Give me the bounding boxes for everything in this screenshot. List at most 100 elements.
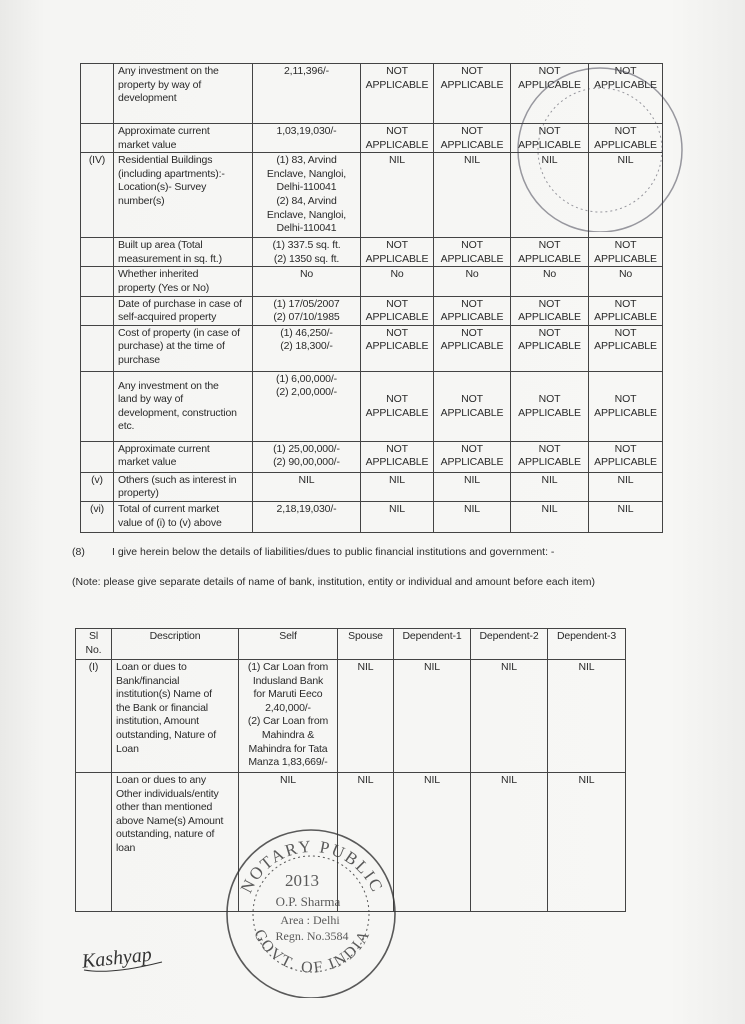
description-cell: Whether inherited property (Yes or No) [113,266,253,297]
header-row: Sl No. Description Self Spouse Dependent-1 Dep… [75,628,626,660]
self-cell: (1) 337.5 sq. ft. (2) 1350 sq. ft. [252,237,361,268]
self-cell: NIL [238,772,338,912]
cell-line: Mahindra for Tata [248,742,328,755]
cell-line: Self [279,630,297,642]
table-row: (v) Others (such as interest in property) N… [80,471,663,502]
cell-line: Dependent-1 [402,630,462,642]
cell-line: land by way of [118,393,184,406]
cell-line: 2,18,19,030/- [276,502,337,515]
description-cell: Any investment on the property by way of d… [113,63,253,124]
cell-line: Any investment on the [118,379,219,392]
cell-line: APPLICABLE [440,78,504,91]
description-cell: Approximate current market value [113,440,253,473]
dependent-2-cell: NOT APPLICABLE [510,324,589,372]
dependent-1-header: Dependent-1 [393,628,471,660]
cell-line: APPLICABLE [365,406,429,419]
cell-line: (1) 25,00,000/- [273,442,340,455]
cell-line: Enclave, Nangloi, [266,167,347,180]
dependent-2-cell: NIL [510,471,589,502]
cell-line: No [542,268,557,281]
cell-line: APPLICABLE [518,138,581,151]
cell-line: Spouse [348,630,383,642]
cell-line: value of (i) to (v) above [118,516,222,529]
cell-line: NIL [578,774,595,786]
cell-line: APPLICABLE [440,456,504,469]
cell-line: purchase [118,353,160,366]
cell-line: NOT [538,125,561,137]
spouse-cell: NIL [360,471,434,502]
cell-line: above Name(s) Amount [116,814,224,827]
self-cell: 2,11,396/- [252,63,361,124]
dependent-3-cell: NOT APPLICABLE [588,237,663,268]
cell-line: (2) 18,300/- [280,340,333,353]
cell-line: Bank/financial [116,674,180,687]
cell-line: (1) 46,250/- [280,326,333,339]
cell-line: No. [85,643,102,656]
cell-line: outstanding, Nature of [116,728,217,741]
description-cell: Built up area (Total measurement in sq. f… [113,237,253,268]
dependent-1-cell: NOT APPLICABLE [433,237,511,268]
cell-line: APPLICABLE [518,311,581,324]
cell-line: No [618,268,633,281]
dependent-1-cell: NIL [433,471,511,502]
spouse-cell: NOT APPLICABLE [360,324,434,372]
table-row: Any investment on the property by way of d… [80,63,663,124]
cell-line: NOT [538,442,561,455]
cell-line: NIL [501,774,517,786]
cell-line: APPLICABLE [594,138,657,151]
sl-cell [80,295,114,326]
dependent-2-cell: No [510,266,589,297]
cell-line: development [118,92,177,105]
spouse-cell: NIL [337,659,394,773]
dependent-2-cell: NOT APPLICABLE [510,122,589,154]
cell-line: Any investment on the [118,65,219,77]
dependent-3-cell: NOT APPLICABLE [588,440,663,473]
sl-cell [80,324,114,372]
self-cell: NIL [252,471,361,502]
dependent-3-cell: NIL [547,772,626,912]
cell-line: Loan [116,742,139,755]
cell-line: market value [118,138,177,151]
self-cell: (1) 6,00,000/- (2) 2,00,000/- [252,370,361,442]
cell-line: measurement in sq. ft.) [118,252,222,265]
table-row: Date of purchase in case of self-acquired… [80,295,663,326]
cell-line: APPLICABLE [518,406,581,419]
cell-line: APPLICABLE [594,340,657,353]
cell-line: NOT [614,326,637,339]
cell-line: NIL [541,154,558,167]
spouse-cell: NIL [337,772,394,912]
dependent-1-cell: NIL [393,659,471,773]
cell-line: APPLICABLE [440,138,504,151]
spouse-cell: NOT APPLICABLE [360,63,434,124]
cell-line: NOT [386,239,408,252]
cell-line: NOT [461,326,483,339]
dependent-1-cell: NIL [433,152,511,239]
sl-cell [75,772,112,912]
cell-line: purchase) at the time of [118,340,225,353]
cell-line: for Maruti Eeco [253,688,323,701]
dependent-3-cell: NIL [588,152,663,239]
cell-line: NOT [614,239,637,252]
cell-line: No [299,268,314,281]
cell-line: NOT [538,65,561,77]
cell-line: APPLICABLE [594,78,657,91]
dependent-2-cell: NOT APPLICABLE [510,440,589,473]
cell-line: Enclave, Nangloi, [266,208,347,221]
assets-table: Any investment on the property by way of d… [80,63,663,533]
cell-line: number(s) [118,194,165,207]
self-cell: 1,03,19,030/- [252,122,361,154]
cell-line: Loan or dues to any [116,774,206,786]
section-number: (8) [72,546,85,558]
cell-line: NIL [357,774,374,786]
cell-line: NIL [617,502,634,515]
cell-line: NOT [461,297,483,310]
signature-text: Kashyap [80,944,153,973]
cell-line: NOT [386,65,408,77]
cell-line: APPLICABLE [594,311,657,324]
cell-line: Cost of property (in case of [118,326,240,339]
cell-line: institution, Amount [116,715,199,728]
table-row: Loan or dues to any Other individuals/ent… [75,772,626,912]
cell-line: (1) 17/05/2007 [273,297,340,310]
cell-line: NIL [389,154,405,167]
dependent-3-cell: NOT APPLICABLE [588,324,663,372]
